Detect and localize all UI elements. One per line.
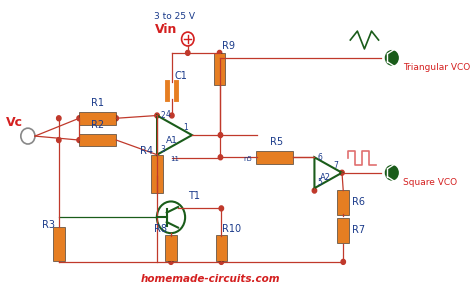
Text: 11: 11 [170,156,179,162]
Text: 5: 5 [317,178,322,187]
Text: Triangular VCO: Triangular VCO [403,63,471,72]
Text: R7: R7 [352,225,365,235]
Text: R8: R8 [154,224,167,234]
Circle shape [169,259,173,264]
Circle shape [185,50,190,55]
Text: A1: A1 [166,136,178,145]
Circle shape [312,188,317,193]
Circle shape [56,138,61,143]
Bar [214,53,225,85]
Bar [165,235,177,261]
Bar [151,155,163,193]
Text: 7: 7 [334,161,338,170]
Text: R6: R6 [352,198,365,207]
Circle shape [385,50,399,66]
Circle shape [77,116,82,121]
Text: Square VCO: Square VCO [403,178,457,187]
Text: R10: R10 [222,224,241,234]
Bar [53,227,64,261]
Text: R3: R3 [42,220,55,230]
Text: 1: 1 [183,123,188,132]
Circle shape [341,259,346,264]
Circle shape [218,155,223,160]
Text: 4: 4 [165,111,170,120]
Bar [79,112,116,125]
Text: C1: C1 [174,71,187,81]
Text: Vc: Vc [6,116,23,129]
Text: 3 to 25 V: 3 to 25 V [154,12,195,21]
Circle shape [155,113,159,118]
Text: Vin: Vin [155,23,177,36]
Circle shape [219,259,224,264]
Circle shape [114,116,118,121]
Text: homemade-circuits.com: homemade-circuits.com [141,274,281,284]
Circle shape [170,113,174,118]
Text: R9: R9 [222,41,235,51]
Bar [337,190,349,215]
Circle shape [385,165,399,181]
Text: 3: 3 [161,145,165,154]
Circle shape [218,133,223,138]
Text: 6: 6 [317,153,322,162]
Text: R2: R2 [91,120,104,130]
Text: n5: n5 [244,156,252,162]
Text: T1: T1 [188,191,200,201]
Circle shape [77,138,82,143]
Text: R4: R4 [140,146,153,156]
Bar [216,235,227,261]
Circle shape [219,206,224,211]
Bar [79,134,116,146]
Text: R5: R5 [271,137,283,148]
Circle shape [56,116,61,121]
Bar [256,151,293,164]
Text: R1: R1 [91,98,104,108]
Circle shape [218,50,222,55]
Circle shape [340,170,344,175]
Text: A2: A2 [320,173,331,182]
Bar [337,218,349,243]
Text: 2: 2 [161,111,165,120]
